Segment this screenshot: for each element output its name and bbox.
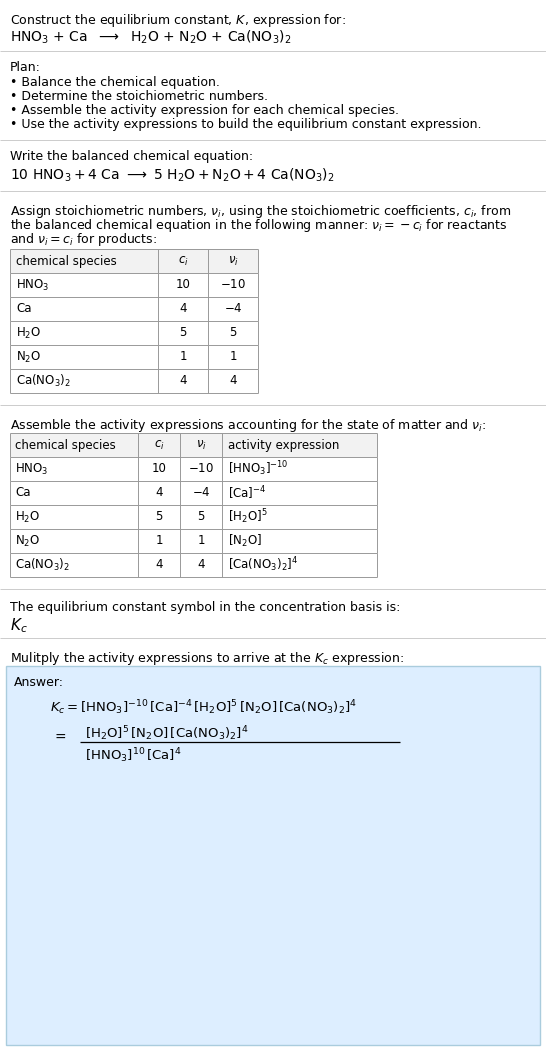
Text: 4: 4 (229, 374, 237, 388)
Text: 10: 10 (152, 462, 167, 475)
Text: $K_c$: $K_c$ (10, 616, 28, 635)
Text: $=$: $=$ (52, 729, 67, 743)
Text: $\nu_i$: $\nu_i$ (228, 254, 239, 268)
Text: Plan:: Plan: (10, 61, 41, 74)
Text: 5: 5 (155, 511, 163, 523)
Text: $[\mathrm{Ca}]^{-4}$: $[\mathrm{Ca}]^{-4}$ (228, 485, 266, 501)
Text: $\mathrm{10\ HNO_3 + 4\ Ca\ \longrightarrow\ 5\ H_2O + N_2O + 4\ Ca(NO_3)_2}$: $\mathrm{10\ HNO_3 + 4\ Ca\ \longrightar… (10, 167, 335, 184)
Text: chemical species: chemical species (15, 438, 116, 452)
Text: $c_i$: $c_i$ (153, 438, 164, 452)
Text: The equilibrium constant symbol in the concentration basis is:: The equilibrium constant symbol in the c… (10, 601, 400, 614)
Text: $-4$: $-4$ (224, 303, 242, 315)
Text: 5: 5 (179, 327, 187, 339)
Text: 1: 1 (179, 350, 187, 364)
Text: Ca: Ca (15, 487, 31, 499)
Text: $[\mathrm{HNO_3}]^{-10}$: $[\mathrm{HNO_3}]^{-10}$ (228, 459, 289, 478)
Text: Assign stoichiometric numbers, $\nu_i$, using the stoichiometric coefficients, $: Assign stoichiometric numbers, $\nu_i$, … (10, 203, 511, 220)
Text: Mulitply the activity expressions to arrive at the $K_c$ expression:: Mulitply the activity expressions to arr… (10, 650, 404, 667)
Text: and $\nu_i = c_i$ for products:: and $\nu_i = c_i$ for products: (10, 231, 157, 248)
Text: $\mathrm{HNO_3}$: $\mathrm{HNO_3}$ (16, 277, 50, 292)
Text: 5: 5 (229, 327, 236, 339)
Text: Answer:: Answer: (14, 676, 64, 689)
Text: $\mathrm{H_2O}$: $\mathrm{H_2O}$ (15, 510, 40, 524)
Text: 10: 10 (176, 279, 191, 291)
Text: $\mathrm{N_2O}$: $\mathrm{N_2O}$ (15, 534, 40, 549)
Text: Write the balanced chemical equation:: Write the balanced chemical equation: (10, 150, 253, 163)
Text: • Use the activity expressions to build the equilibrium constant expression.: • Use the activity expressions to build … (10, 118, 482, 131)
Text: $-4$: $-4$ (192, 487, 210, 499)
Text: $[\mathrm{H_2O}]^5$: $[\mathrm{H_2O}]^5$ (228, 508, 268, 527)
Text: • Assemble the activity expression for each chemical species.: • Assemble the activity expression for e… (10, 104, 399, 117)
Text: chemical species: chemical species (16, 254, 117, 268)
Text: activity expression: activity expression (228, 438, 340, 452)
Text: $[\mathrm{HNO_3}]^{10}\,[\mathrm{Ca}]^4$: $[\mathrm{HNO_3}]^{10}\,[\mathrm{Ca}]^4$ (85, 746, 182, 765)
Text: Assemble the activity expressions accounting for the state of matter and $\nu_i$: Assemble the activity expressions accoun… (10, 417, 486, 434)
Text: $\mathrm{H_2O}$: $\mathrm{H_2O}$ (16, 326, 41, 341)
Text: $\mathrm{N_2O}$: $\mathrm{N_2O}$ (16, 349, 41, 365)
Text: 1: 1 (155, 535, 163, 548)
Text: • Determine the stoichiometric numbers.: • Determine the stoichiometric numbers. (10, 90, 268, 103)
Text: 4: 4 (179, 374, 187, 388)
Text: Construct the equilibrium constant, $K$, expression for:: Construct the equilibrium constant, $K$,… (10, 12, 346, 29)
Text: $\mathrm{Ca(NO_3)_2}$: $\mathrm{Ca(NO_3)_2}$ (15, 557, 70, 573)
Text: $[\mathrm{Ca(NO_3)_2}]^4$: $[\mathrm{Ca(NO_3)_2}]^4$ (228, 556, 298, 574)
Text: $[\mathrm{N_2O}]$: $[\mathrm{N_2O}]$ (228, 533, 262, 549)
Text: $\mathrm{HNO_3}$: $\mathrm{HNO_3}$ (15, 461, 49, 476)
Text: $[\mathrm{H_2O}]^5\,[\mathrm{N_2O}]\,[\mathrm{Ca(NO_3)_2}]^4$: $[\mathrm{H_2O}]^5\,[\mathrm{N_2O}]\,[\m… (85, 724, 248, 743)
Text: 4: 4 (179, 303, 187, 315)
Text: 4: 4 (155, 487, 163, 499)
Text: $-10$: $-10$ (188, 462, 214, 475)
Text: 1: 1 (197, 535, 205, 548)
Text: 5: 5 (197, 511, 205, 523)
Bar (10, 433, 377, 457)
Text: $-10$: $-10$ (220, 279, 246, 291)
Bar (10, 249, 258, 273)
Text: $\mathrm{Ca(NO_3)_2}$: $\mathrm{Ca(NO_3)_2}$ (16, 373, 71, 389)
Text: 4: 4 (197, 558, 205, 572)
Text: $K_c = [\mathrm{HNO_3}]^{-10}\,[\mathrm{Ca}]^{-4}\,[\mathrm{H_2O}]^5\,[\mathrm{N: $K_c = [\mathrm{HNO_3}]^{-10}\,[\mathrm{… (50, 698, 357, 717)
Text: $c_i$: $c_i$ (177, 254, 188, 268)
Text: the balanced chemical equation in the following manner: $\nu_i = -c_i$ for react: the balanced chemical equation in the fo… (10, 217, 507, 234)
Text: $\mathrm{HNO_3}$ $+$ Ca  $\longrightarrow$  $\mathrm{H_2O}$ $+$ $\mathrm{N_2O}$ : $\mathrm{HNO_3}$ $+$ Ca $\longrightarrow… (10, 29, 292, 46)
Text: Ca: Ca (16, 303, 32, 315)
FancyBboxPatch shape (6, 666, 540, 1045)
Text: • Balance the chemical equation.: • Balance the chemical equation. (10, 76, 220, 89)
Text: $\nu_i$: $\nu_i$ (195, 438, 206, 452)
Text: 1: 1 (229, 350, 237, 364)
Text: 4: 4 (155, 558, 163, 572)
